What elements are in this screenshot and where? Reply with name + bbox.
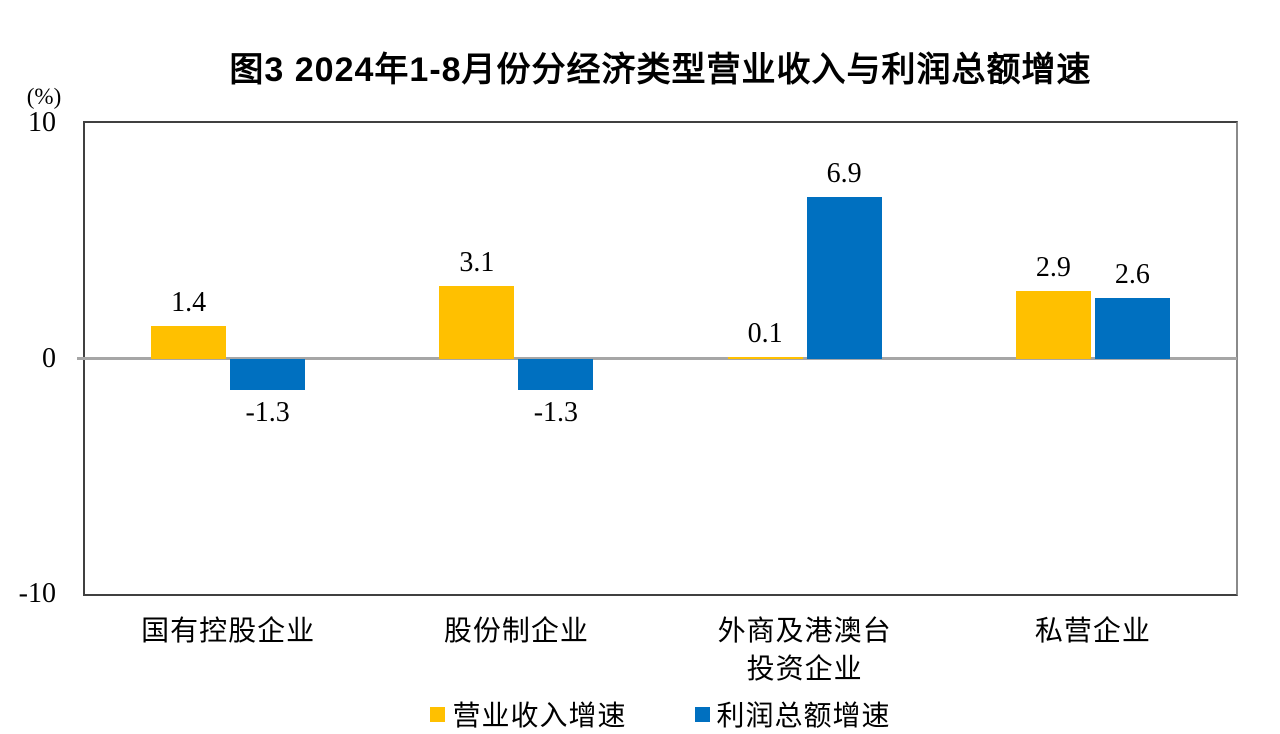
legend-swatch-icon [694, 706, 710, 722]
bar-value-label: 2.6 [1114, 258, 1150, 290]
bar-利润总额增速-国有控股企业 [230, 358, 306, 390]
category-label: 股份制企业 [443, 616, 589, 647]
bar-利润总额增速-股份制企业 [518, 358, 594, 390]
bar-value-label: -1.3 [245, 396, 290, 428]
y-axis-unit-label: (%) [26, 84, 62, 109]
bar-营业收入增速-外商及港澳台投资企业 [727, 356, 803, 359]
chart-title: 图3 2024年1-8月份分经济类型营业收入与利润总额增速 [229, 51, 1092, 89]
y-axis-tick-label: -10 [18, 578, 56, 609]
bar-value-label: 2.9 [1035, 251, 1071, 283]
category-label: 外商及港澳台 投资企业 [717, 616, 892, 685]
legend-label: 利润总额增速 [716, 701, 891, 732]
category-label: 国有控股企业 [141, 616, 316, 647]
bar-value-label: 1.4 [171, 286, 207, 318]
legend-label: 营业收入增速 [452, 701, 627, 732]
bar-利润总额增速-私营企业 [1094, 297, 1170, 359]
bar-value-label: 3.1 [459, 246, 495, 278]
bar-营业收入增速-股份制企业 [439, 285, 515, 359]
category-label: 私营企业 [1034, 616, 1151, 647]
y-axis-tick-label: 10 [28, 107, 56, 138]
y-axis-tick-label: 0 [42, 342, 56, 374]
legend: 营业收入增速 利润总额增速 [84, 694, 1237, 734]
bar-营业收入增速-私营企业 [1015, 290, 1091, 359]
zero-baseline [77, 357, 1237, 360]
bar-营业收入增速-国有控股企业 [151, 325, 227, 359]
bar-利润总额增速-外商及港澳台投资企业 [806, 196, 882, 359]
bar-value-label: -1.3 [533, 396, 579, 428]
bar-value-label: 0.1 [747, 317, 783, 349]
legend-swatch-icon [430, 706, 446, 722]
legend-item: 利润总额增速 [694, 694, 891, 734]
legend-item: 营业收入增速 [430, 694, 626, 734]
bar-value-label: 6.9 [826, 157, 862, 189]
